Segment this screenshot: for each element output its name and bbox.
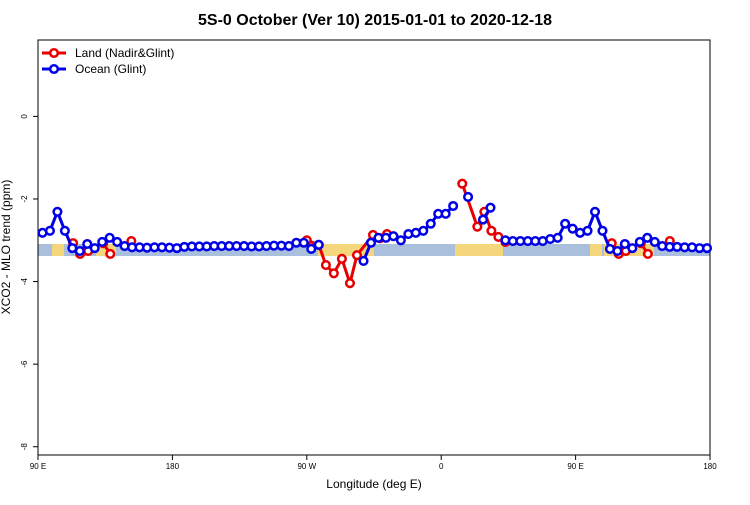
data-point	[336, 253, 347, 264]
x-tick-label: 180	[703, 462, 717, 471]
data-point	[105, 248, 116, 259]
data-point	[448, 200, 459, 212]
data-point	[486, 225, 497, 236]
land-band	[590, 244, 602, 256]
data-point	[477, 214, 489, 225]
data-point	[89, 243, 100, 254]
data-point	[328, 268, 339, 279]
legend-label: Land (Nadir&Glint)	[75, 46, 174, 60]
y-axis-label: XCO2 - MLO trend (ppm)	[0, 180, 13, 315]
data-point	[612, 245, 623, 257]
data-point	[306, 243, 317, 254]
data-point	[552, 232, 563, 243]
data-point	[365, 237, 377, 248]
data-point	[351, 250, 363, 261]
y-tick-label: -6	[20, 360, 29, 368]
data-point	[395, 235, 406, 246]
x-tick-label: 90 W	[297, 462, 316, 471]
data-point	[52, 206, 63, 217]
x-tick-label: 0	[439, 462, 444, 471]
data-point	[589, 206, 601, 217]
data-point	[567, 223, 578, 234]
data-point	[59, 225, 70, 236]
y-tick-label: 0	[20, 114, 29, 119]
data-point	[104, 232, 115, 243]
data-point	[463, 191, 474, 202]
data-point	[388, 231, 399, 242]
data-point	[642, 232, 653, 243]
data-point	[298, 237, 309, 248]
y-tick-label: -8	[20, 443, 29, 451]
data-point	[112, 236, 123, 247]
data-point	[485, 202, 496, 213]
land-band	[455, 244, 503, 256]
data-point	[627, 243, 638, 254]
data-point	[619, 238, 630, 250]
x-tick-label: 90 E	[30, 462, 46, 471]
y-tick-label: -4	[20, 277, 29, 285]
data-point	[418, 225, 429, 236]
data-point	[313, 239, 324, 250]
legend-marker	[48, 63, 60, 75]
data-point	[642, 248, 653, 259]
chart-title: 5S-0 October (Ver 10) 2015-01-01 to 2020…	[198, 12, 552, 29]
x-tick-label: 180	[166, 462, 180, 471]
data-point	[634, 236, 645, 247]
data-point	[82, 238, 93, 250]
y-tick-label: -2	[20, 195, 29, 203]
x-axis-label: Longitude (deg E)	[326, 477, 421, 491]
legend-marker	[48, 47, 60, 59]
data-point	[74, 245, 85, 257]
data-point	[320, 259, 331, 271]
data-point	[560, 218, 571, 229]
data-point	[358, 255, 369, 266]
legend-label: Ocean (Glint)	[75, 62, 146, 76]
data-point	[457, 178, 468, 189]
data-point	[472, 221, 483, 232]
data-point	[597, 225, 608, 236]
land-band	[52, 244, 64, 256]
data-point	[649, 236, 660, 247]
data-point	[344, 278, 356, 289]
data-point	[701, 243, 713, 254]
x-tick-label: 90 E	[567, 462, 583, 471]
data-point	[44, 225, 55, 236]
data-point	[97, 236, 108, 247]
data-point	[425, 218, 436, 229]
data-point	[440, 208, 451, 219]
data-point	[582, 225, 593, 236]
